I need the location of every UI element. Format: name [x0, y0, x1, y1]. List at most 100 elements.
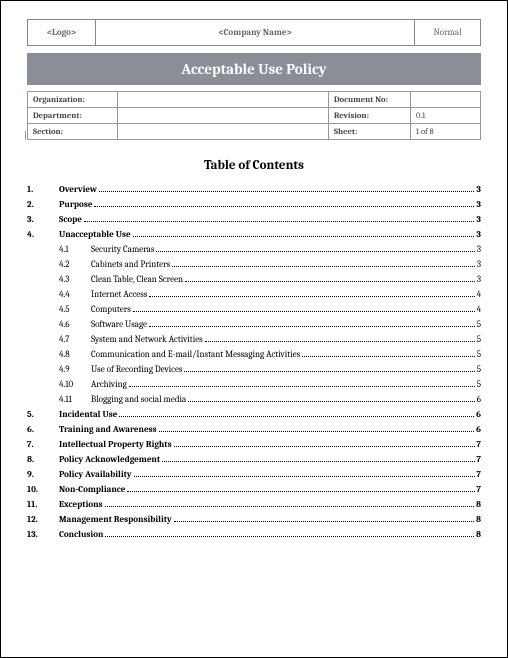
toc-title: Training and Awareness	[59, 425, 157, 435]
toc-entry: 6.Training and Awareness6	[27, 425, 481, 435]
toc-leader	[105, 536, 474, 537]
toc-title: Intellectual Property Rights	[59, 440, 172, 450]
toc-title: Policy Acknowledgement	[59, 455, 160, 465]
toc-entry: 3.Scope3	[27, 215, 481, 225]
toc-entry: 10.Non-Compliance7	[27, 485, 481, 495]
toc-page: 4	[477, 290, 481, 300]
toc-page: 3	[476, 215, 481, 225]
toc-number: 11.	[27, 500, 59, 510]
header-company: <Company Name>	[96, 20, 415, 46]
toc-entry: 4.2Cabinets and Printers3	[27, 260, 481, 270]
toc-entry: 4.8Communication and E-mail/Instant Mess…	[27, 350, 481, 360]
toc-leader	[159, 431, 475, 432]
toc-title: Incidental Use	[59, 410, 117, 420]
toc-leader	[127, 491, 474, 492]
toc-title: Policy Availability	[59, 470, 132, 480]
toc-entry: 4.10Archiving5	[27, 380, 481, 390]
toc-number: 4.1	[59, 245, 91, 255]
toc-leader	[133, 236, 475, 237]
toc-page: 5	[477, 350, 481, 360]
toc-page: 8	[476, 530, 481, 540]
toc-page: 5	[477, 380, 481, 390]
meta-left-label: Section:	[28, 124, 118, 140]
toc-number: 4.	[27, 230, 59, 240]
toc-number: 4.7	[59, 335, 91, 345]
meta-left-value	[118, 124, 329, 140]
toc-title: Overview	[59, 185, 97, 195]
toc-leader	[185, 281, 475, 282]
toc-page: 7	[477, 455, 481, 465]
toc-entry: 4.7System and Network Activities 5	[27, 335, 481, 345]
toc-entry: 8.Policy Acknowledgement 7	[27, 455, 481, 465]
toc-leader	[188, 401, 475, 402]
toc-page: 6	[476, 410, 481, 420]
toc-entry: 4.3Clean Table, Clean Screen3	[27, 275, 481, 285]
toc-number: 2.	[27, 200, 59, 210]
toc-page: 5	[477, 320, 481, 330]
toc-number: 4.2	[59, 260, 91, 270]
toc-leader	[149, 326, 475, 327]
toc-title: Use of Recording Devices	[91, 365, 182, 375]
toc-page: 4	[477, 305, 481, 315]
text-cursor: |	[24, 131, 27, 141]
toc-number: 8.	[27, 455, 59, 465]
toc-leader	[133, 311, 475, 312]
meta-right-value: 0.1	[411, 108, 481, 124]
toc-leader	[94, 206, 474, 207]
toc-title: Non-Compliance	[59, 485, 125, 495]
toc-entry: 12.Management Responsibility8	[27, 515, 481, 525]
meta-row: Department:Revision:0.1	[28, 108, 481, 124]
meta-row: Section:Sheet:1 of 8	[28, 124, 481, 140]
toc-leader	[134, 476, 475, 477]
toc-number: 10.	[27, 485, 59, 495]
toc-number: 13.	[27, 530, 59, 540]
toc-title: System and Network Activities	[91, 335, 203, 345]
meta-right-label: Document No:	[329, 92, 411, 108]
toc-page: 6	[477, 395, 481, 405]
toc-leader	[172, 266, 475, 267]
meta-right-label: Revision:	[329, 108, 411, 124]
toc-leader	[302, 356, 475, 357]
toc-entry: 4.Unacceptable Use3	[27, 230, 481, 240]
toc-entry: 4.1Security Cameras3	[27, 245, 481, 255]
toc-page: 7	[477, 440, 481, 450]
toc-title: Conclusion	[59, 530, 103, 540]
toc-number: 4.8	[59, 350, 91, 360]
toc-title: Internet Access	[91, 290, 147, 300]
toc-number: 5.	[27, 410, 59, 420]
toc-number: 4.11	[59, 395, 91, 405]
toc-number: 3.	[27, 215, 59, 225]
toc-entry: 2.Purpose 3	[27, 200, 481, 210]
header-style: Normal	[415, 20, 481, 46]
toc-page: 5	[477, 335, 481, 345]
toc-heading: Table of Contents	[27, 158, 481, 173]
toc-page: 3	[476, 200, 481, 210]
meta-left-label: Organization:	[28, 92, 118, 108]
toc-leader	[129, 386, 475, 387]
toc-number: 1.	[27, 185, 59, 195]
toc-leader	[184, 371, 474, 372]
toc-entry: 9.Policy Availability7	[27, 470, 481, 480]
toc-leader	[119, 416, 474, 417]
toc-leader	[84, 221, 475, 222]
toc-entry: 7.Intellectual Property Rights7	[27, 440, 481, 450]
toc-title: Management Responsibility	[59, 515, 172, 525]
toc-leader	[174, 521, 474, 522]
toc-container: 1.Overview32.Purpose33.Scope34.Unaccepta…	[27, 185, 481, 540]
header-logo: <Logo>	[28, 20, 96, 46]
toc-entry: 4.5Computers 4	[27, 305, 481, 315]
toc-number: 4.5	[59, 305, 91, 315]
toc-leader	[156, 251, 474, 252]
meta-left-value	[118, 92, 329, 108]
toc-title: Security Cameras	[91, 245, 154, 255]
toc-number: 4.4	[59, 290, 91, 300]
toc-title: Computers	[91, 305, 131, 315]
toc-page: 8	[476, 500, 481, 510]
toc-title: Communication and E-mail/Instant Messagi…	[91, 350, 300, 360]
toc-title: Purpose	[59, 200, 92, 210]
toc-leader	[99, 191, 474, 192]
toc-leader	[205, 341, 475, 342]
toc-leader	[162, 461, 474, 462]
toc-number: 9.	[27, 470, 59, 480]
toc-number: 6.	[27, 425, 59, 435]
